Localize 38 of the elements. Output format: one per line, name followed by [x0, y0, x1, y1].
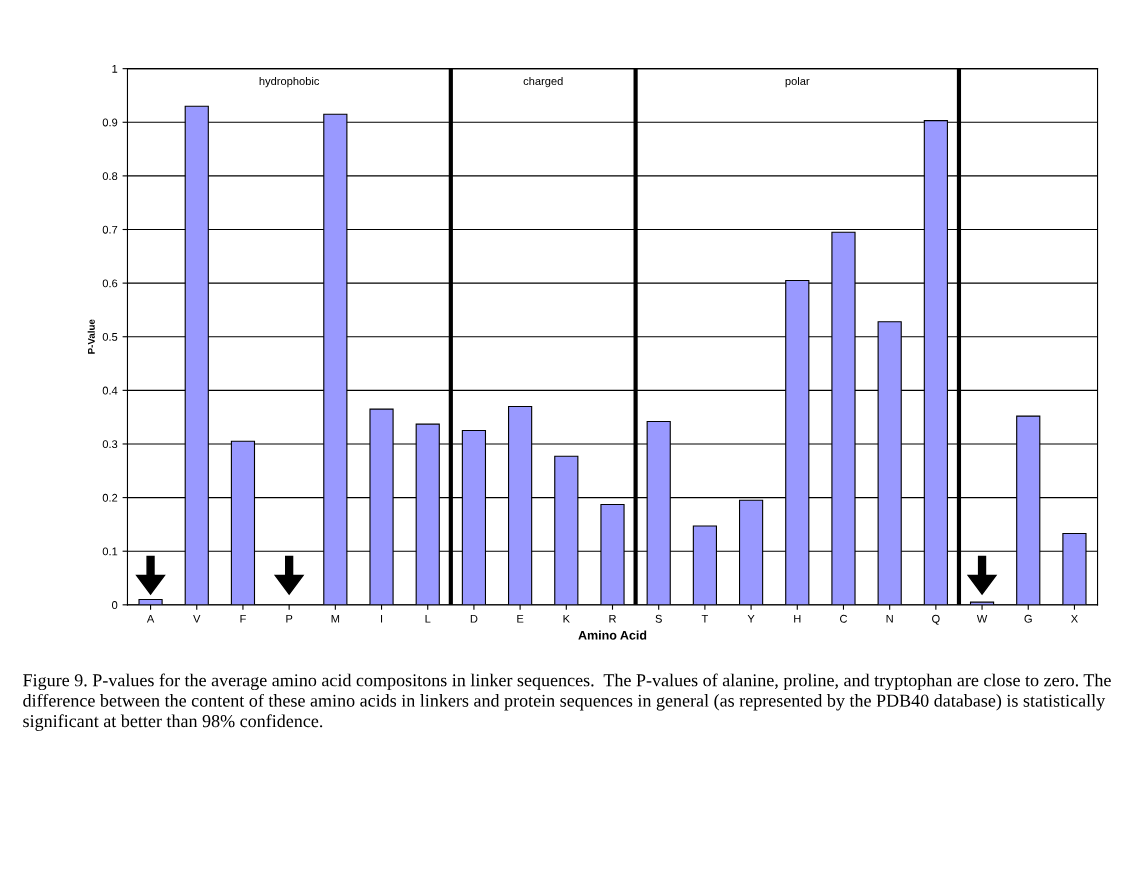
- y-tick-label: 0.7: [102, 225, 118, 234]
- y-tick-label: 1: [112, 65, 118, 73]
- x-tick-label: N: [886, 614, 893, 623]
- y-tick-label: 0.9: [102, 118, 118, 127]
- x-tick-label: I: [381, 614, 383, 623]
- x-axis-title: Amino Acid: [578, 630, 647, 640]
- x-tick-label: G: [1024, 614, 1032, 623]
- y-tick-label: 0: [112, 601, 118, 609]
- x-tick-label: E: [517, 614, 524, 623]
- x-tick-label: K: [563, 614, 570, 623]
- x-tick-label: D: [470, 614, 478, 623]
- x-tick-label: F: [240, 614, 246, 623]
- x-tick-label: L: [425, 614, 431, 623]
- y-tick-label: 0.8: [102, 172, 118, 181]
- y-tick-label: 0.3: [102, 440, 118, 449]
- annotation: charged: [523, 76, 563, 88]
- y-tick-label: 0.2: [102, 493, 118, 502]
- x-tick-label: T: [701, 614, 709, 623]
- x-tick-label: H: [794, 614, 801, 623]
- y-tick-label: 0.4: [102, 386, 118, 395]
- x-tick-label: R: [609, 614, 616, 623]
- y-axis-title: P-Value: [87, 319, 95, 354]
- x-tick-label: S: [655, 614, 662, 623]
- annotation: polar: [785, 76, 810, 88]
- y-tick-label: 0.5: [102, 333, 118, 341]
- x-tick-label: W: [976, 614, 988, 623]
- y-tick-label: 0.1: [102, 547, 118, 556]
- x-tick-label: V: [193, 614, 201, 623]
- x-tick-label: X: [1070, 614, 1078, 623]
- caption: Figure 9. P-values for the average amino acid compositons in linker sequences. The P-values of alanine, proline, and tryptophan are close to zero. The difference between the content of these amino acids in linkers and protein sequences in general (as represented by the PDB40 database) is statistically significant at better than 98% confidence.: [23, 673, 1111, 731]
- x-tick-label: Y: [747, 614, 755, 623]
- annotation: hydrophobic: [259, 76, 320, 88]
- x-tick-label: C: [840, 614, 848, 623]
- x-tick-label: A: [146, 614, 155, 623]
- x-tick-label: Q: [932, 614, 940, 625]
- y-tick-label: 0.6: [102, 279, 118, 288]
- x-tick-label: M: [331, 614, 340, 623]
- x-tick-label: P: [286, 614, 293, 623]
